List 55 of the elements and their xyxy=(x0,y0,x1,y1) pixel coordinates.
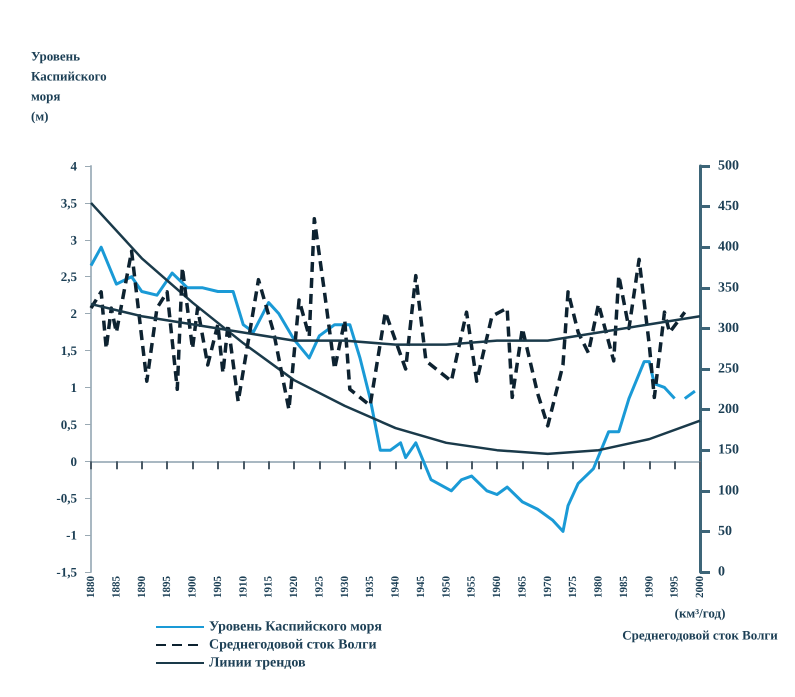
x-tick-label: 1990 xyxy=(643,576,656,598)
y-tick-label: 2,5 xyxy=(60,269,78,284)
y2-tick-label: 50 xyxy=(718,524,732,539)
y-tick-label: -1 xyxy=(66,528,77,543)
x-tick-label: 1885 xyxy=(110,576,122,598)
x-tick-label: 1890 xyxy=(136,576,148,598)
x-tick-label: 1910 xyxy=(237,576,250,598)
x-tick-label: 1995 xyxy=(668,576,681,598)
y-tick-label: 0 xyxy=(70,454,77,469)
y2-tick-label: 500 xyxy=(718,158,739,174)
x-tick-label: 1970 xyxy=(542,576,554,598)
x-tick-label: 1895 xyxy=(161,576,174,598)
x-tick-label: 1955 xyxy=(466,576,478,598)
x-tick-label: 1950 xyxy=(440,576,452,598)
y2-tick-label: 200 xyxy=(718,402,739,418)
y-tick-label: 1,5 xyxy=(60,343,78,358)
legend-label: Линии трендов xyxy=(209,656,306,670)
x-tick-label: 2000 xyxy=(694,576,706,598)
x-tick-label: 1980 xyxy=(592,576,604,598)
x-tick-label: 1960 xyxy=(491,576,503,598)
x-tick-label: 1975 xyxy=(567,576,580,598)
x-tick-label: 1900 xyxy=(186,576,198,598)
y2-tick-label: 250 xyxy=(718,362,739,376)
y-tick-label: 1 xyxy=(70,380,77,395)
y-tick-label: -1,5 xyxy=(56,564,78,580)
x-tick-label: 1940 xyxy=(390,576,402,598)
x-tick-label: 1920 xyxy=(288,576,300,598)
y2-axis-title: (км³/год) Среднегодовой сток Волги xyxy=(622,606,778,642)
y2-tick-label: 0 xyxy=(718,564,725,580)
y2-tick-label: 350 xyxy=(718,280,739,296)
legend-label: Уровень Каспийского моря xyxy=(209,620,382,634)
y-tick-label: 4 xyxy=(70,158,78,174)
y-tick-label: 3,5 xyxy=(60,195,78,210)
x-tick-label: 1935 xyxy=(364,576,376,598)
x-tick-label: 1925 xyxy=(313,576,326,598)
x-tick-label: 1915 xyxy=(262,576,275,598)
x-tick-label: 1880 xyxy=(85,576,97,598)
y2-tick-label: 150 xyxy=(718,442,739,458)
y-tick-label: 3 xyxy=(70,232,78,248)
y2-tick-label: 100 xyxy=(718,483,739,498)
x-tick-label: 1930 xyxy=(338,576,351,598)
line-series xyxy=(89,217,687,428)
y-tick-label: 2 xyxy=(70,306,77,322)
x-tick-label: 1965 xyxy=(516,576,528,598)
x-tick-label: 1985 xyxy=(618,576,630,598)
y-tick-label: -0,5 xyxy=(56,490,78,506)
y2-tick-label: 300 xyxy=(718,320,739,336)
y-axis-title: Уровень Каспийского моря (м) xyxy=(31,48,107,124)
y2-tick-label: 400 xyxy=(718,240,739,255)
x-tick-label: 1905 xyxy=(212,576,224,598)
legend-label: Среднегодовой сток Волги xyxy=(209,638,377,652)
line-series xyxy=(90,202,702,456)
y-tick-label: 0,5 xyxy=(60,416,78,432)
y2-tick-label: 450 xyxy=(718,199,739,214)
x-tick-label: 1945 xyxy=(414,576,427,598)
